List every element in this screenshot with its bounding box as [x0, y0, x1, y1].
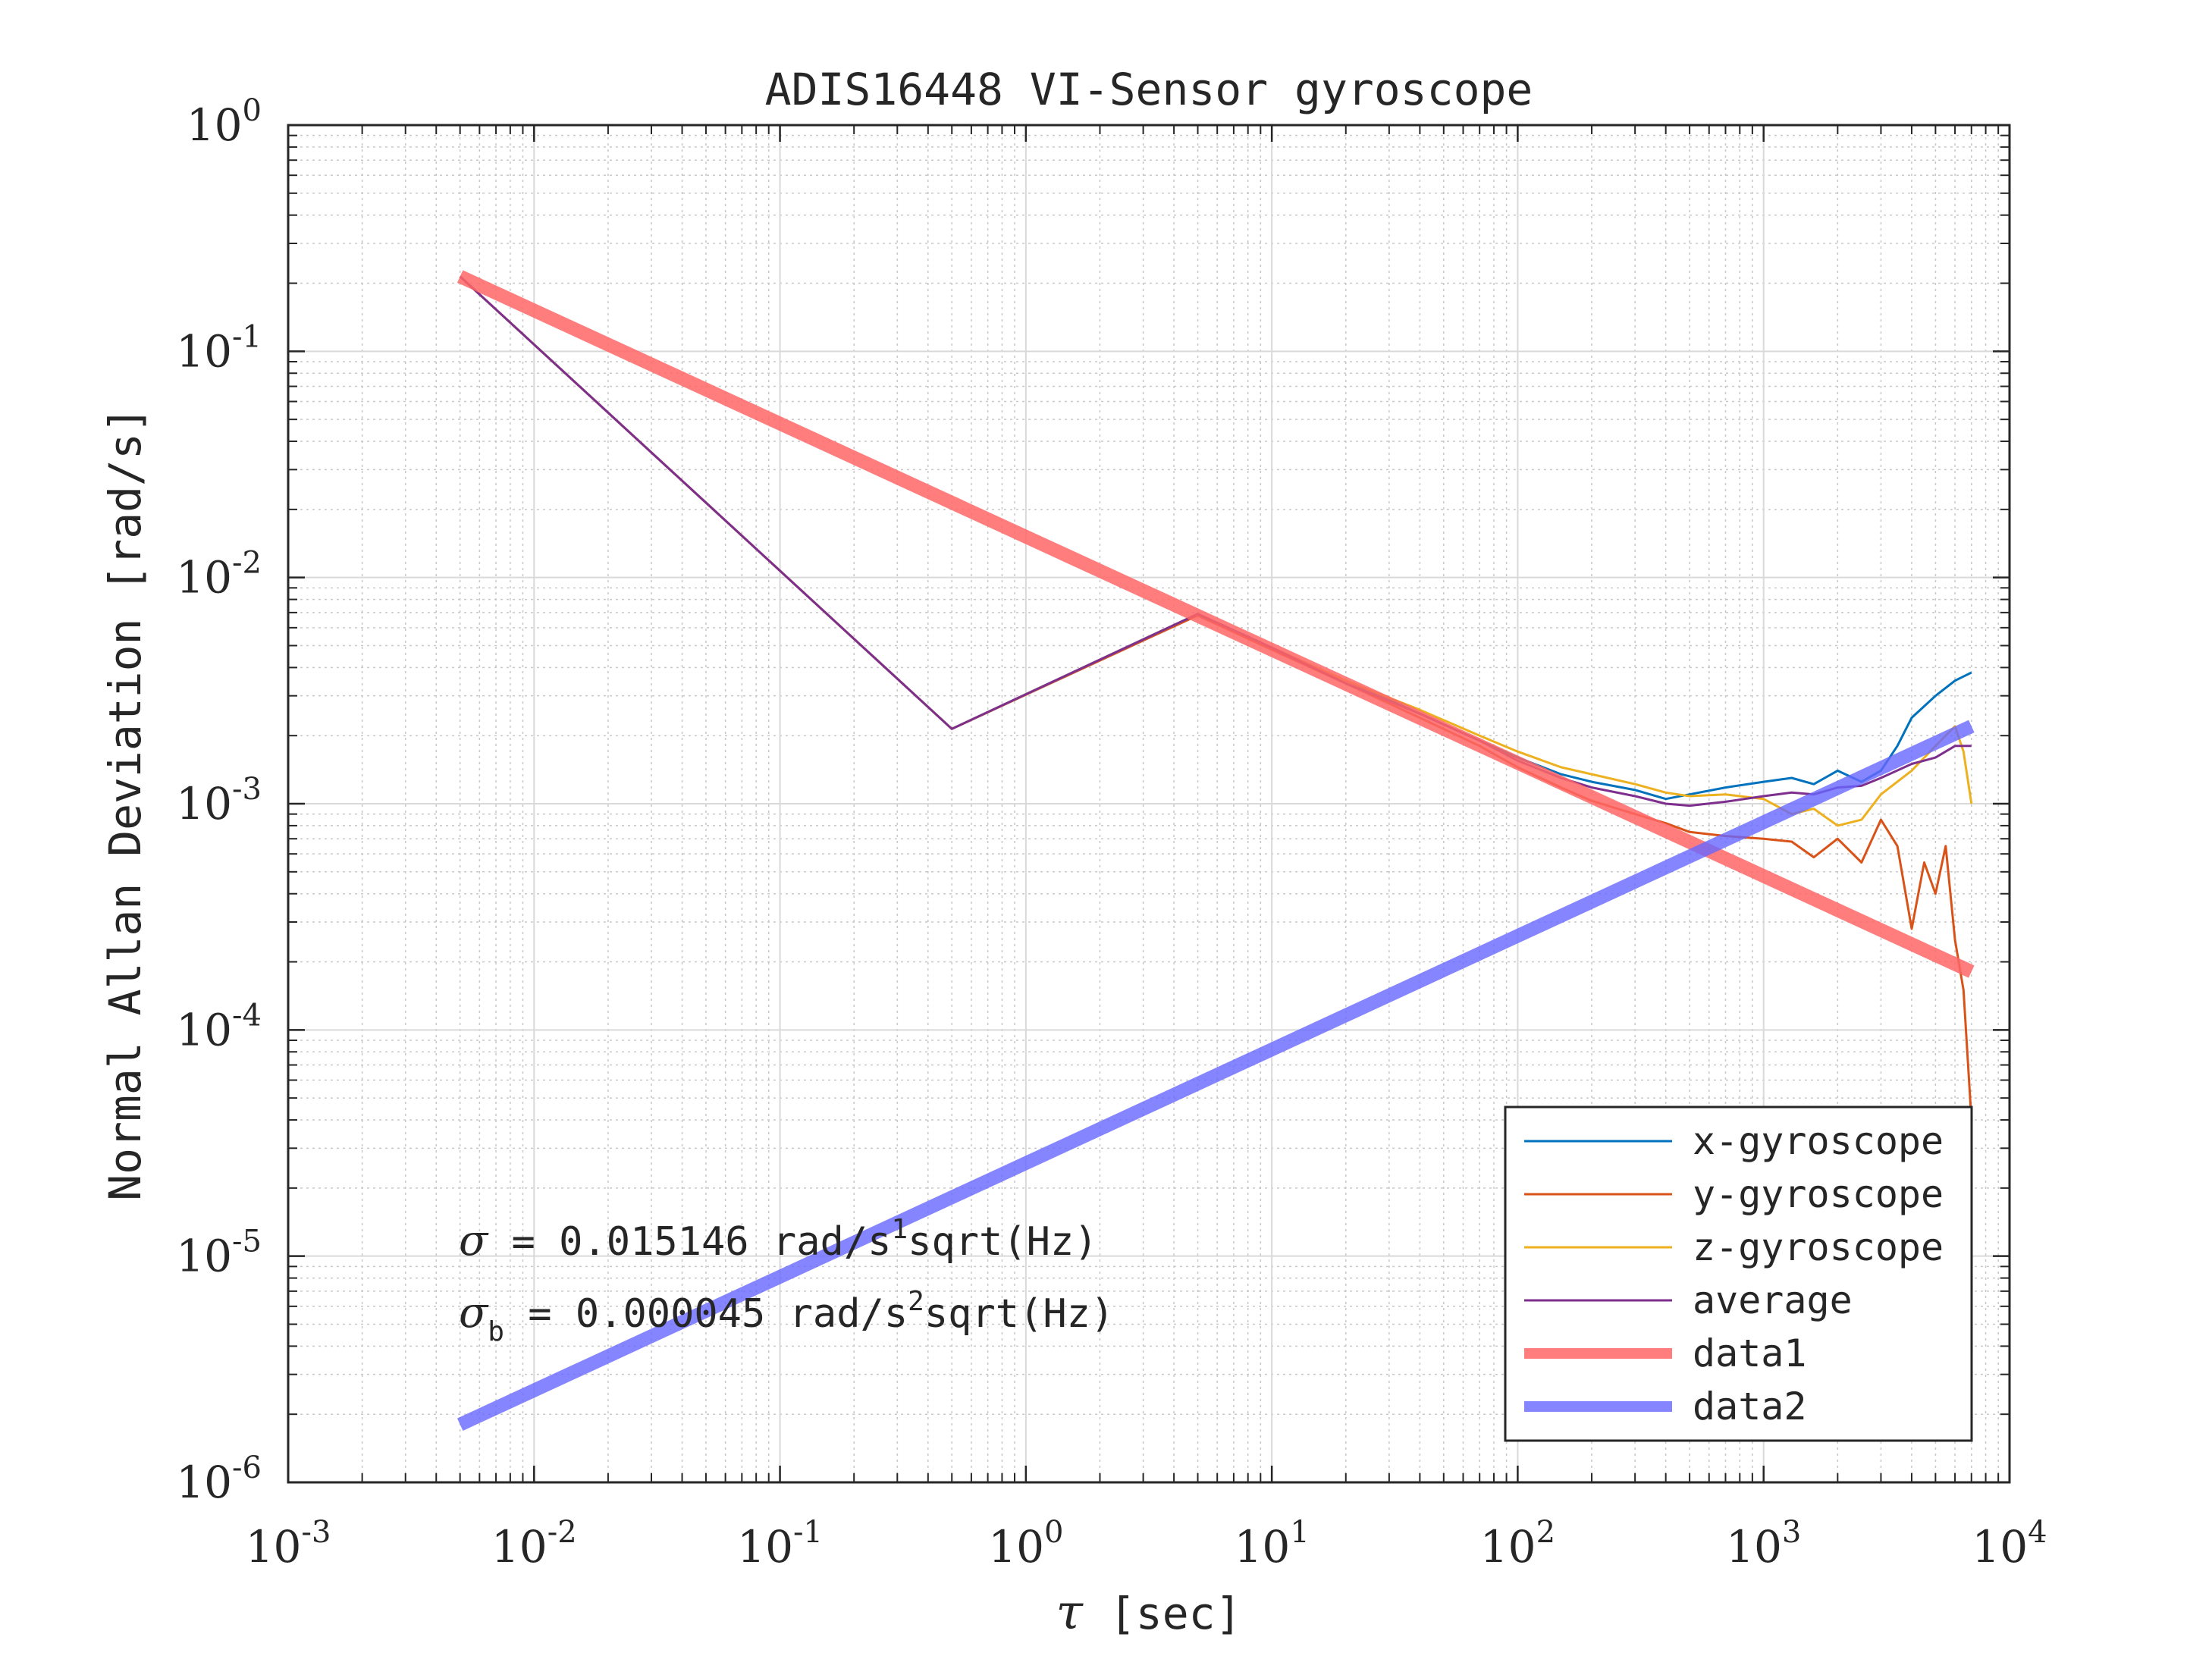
x-tick-label: 10-3 — [246, 1515, 331, 1573]
y-tick-label: 100 — [187, 93, 262, 151]
x-tick-label: 100 — [988, 1515, 1063, 1573]
y-tick-label: 10-3 — [176, 772, 262, 830]
chart-title: ADIS16448 VI-Sensor gyroscope — [765, 64, 1533, 115]
x-tick-label: 103 — [1726, 1515, 1801, 1573]
y-tick-label: 10-2 — [176, 546, 262, 604]
y-tick-label: 10-4 — [176, 998, 262, 1055]
y-axis-label: Normal Allan Deviation [rad/s] — [99, 406, 151, 1201]
x-tick-labels: 10-3 10-2 10-1 100 101 102 103 104 — [246, 1515, 2047, 1573]
legend-box — [1504, 1105, 1973, 1442]
annotations: σ = 0.015146 rad/s1sqrt(Hz) σb = 0.00004… — [459, 1214, 1114, 1347]
y-tick-label: 10-6 — [176, 1450, 262, 1508]
axis-ticks — [287, 124, 2011, 1484]
legend-label-average: average — [1693, 1278, 1853, 1322]
x-axis-label: τ [sec] — [1056, 1585, 1242, 1641]
legend-label-data2: data2 — [1693, 1385, 1807, 1428]
y-tick-label: 10-1 — [176, 319, 262, 377]
y-tick-labels: 100 10-1 10-2 10-3 10-4 10-5 10-6 — [176, 93, 262, 1508]
x-axis-unit: [sec] — [1109, 1588, 1242, 1639]
sigma-annotation: σ = 0.015146 rad/s1sqrt(Hz) — [459, 1214, 1098, 1265]
legend-label-z-gyroscope: z-gyroscope — [1693, 1225, 1944, 1269]
y-tick-label: 10-5 — [176, 1225, 262, 1282]
series-layer — [457, 270, 1975, 1431]
legend: x-gyroscope y-gyroscope z-gyroscope average… — [1504, 1105, 1973, 1442]
series-line-data1 — [457, 270, 1975, 978]
x-tick-label: 102 — [1480, 1515, 1555, 1573]
x-tick-label: 104 — [1972, 1515, 2047, 1573]
x-tick-label: 101 — [1235, 1515, 1310, 1573]
legend-label-y-gyroscope: y-gyroscope — [1693, 1172, 1944, 1216]
legend-label-x-gyroscope: x-gyroscope — [1693, 1119, 1944, 1163]
series-line-data2 — [457, 720, 1975, 1431]
sigma-b-annotation: σb = 0.000045 rad/s2sqrt(Hz) — [459, 1286, 1114, 1347]
x-axis-symbol: τ — [1056, 1585, 1084, 1641]
x-tick-label: 10-2 — [491, 1515, 577, 1573]
x-tick-label: 10-1 — [737, 1515, 823, 1573]
legend-label-data1: data1 — [1693, 1331, 1807, 1375]
